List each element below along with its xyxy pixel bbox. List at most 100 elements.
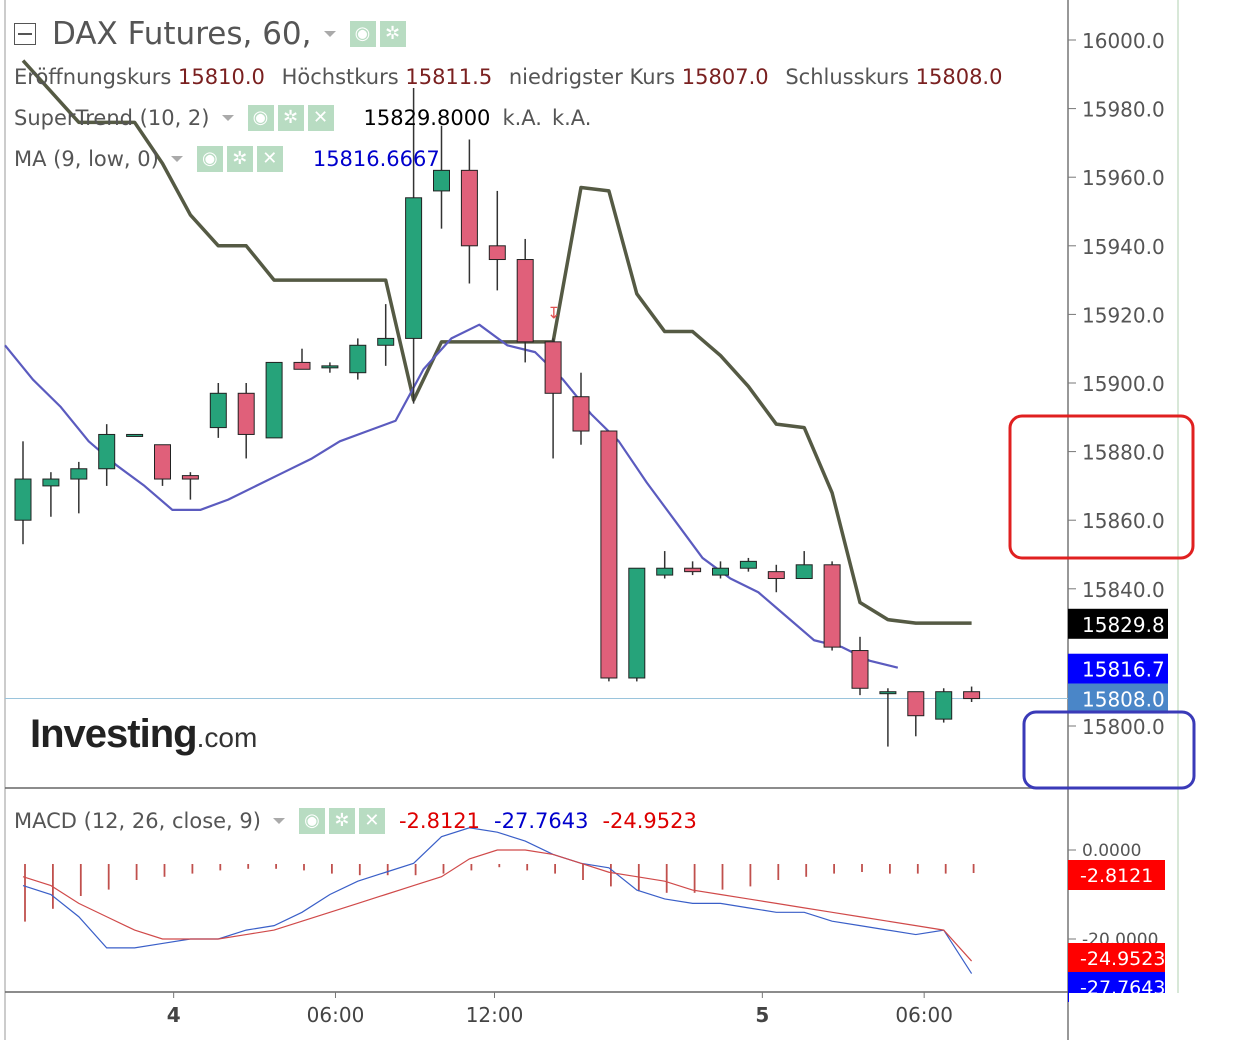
high-label: Höchstkurs — [281, 65, 399, 89]
gear-icon[interactable]: ✲ — [328, 808, 355, 834]
candle-body — [600, 430, 618, 679]
ma-value: 15816.6667 — [312, 147, 440, 171]
candle-body — [488, 245, 506, 261]
candle-body — [851, 650, 869, 689]
candle-body — [405, 197, 423, 339]
moving-average-line — [4, 323, 899, 669]
close-icon[interactable]: ✕ — [358, 808, 385, 834]
candle-body — [460, 169, 478, 247]
candle-body — [377, 337, 395, 346]
price-tick-label: 15980.0 — [1082, 98, 1165, 122]
price-label-box — [1068, 653, 1168, 684]
chevron-down-icon[interactable] — [221, 115, 234, 121]
eye-icon[interactable]: ◉ — [349, 21, 376, 47]
price-label-text: 15829.8 — [1082, 613, 1165, 637]
ma-label: MA (9, low, 0) — [14, 147, 159, 171]
price-tick-label: 15840.0 — [1082, 578, 1165, 602]
candle-body — [433, 169, 450, 192]
close-label: Schlusskurs — [785, 65, 909, 89]
time-tick-label: 06:00 — [307, 1003, 365, 1027]
candle-body — [154, 444, 171, 480]
candle-body — [126, 433, 144, 437]
open-label: Eröffnungskurs — [14, 65, 172, 89]
ma-legend: MA (9, low, 0) ◉ ✲ ✕ 15816.6667 — [14, 146, 440, 172]
candle-body — [237, 392, 255, 435]
candle-body — [823, 564, 841, 648]
high-value: 15811.5 — [405, 65, 493, 89]
candle-body — [98, 433, 116, 470]
macd-label-text: -24.9523 — [1080, 948, 1165, 970]
gear-icon[interactable]: ✲ — [226, 146, 253, 172]
candle-body — [293, 361, 311, 370]
supertrend-value: 15829.8000 — [363, 106, 491, 130]
annotation-box-blue — [1022, 710, 1196, 790]
candle-body — [321, 365, 339, 369]
candle-body — [181, 475, 199, 480]
chevron-down-icon[interactable] — [323, 31, 336, 37]
time-tick-label: 4 — [167, 1003, 181, 1027]
supertrend-extra-1: k.A. — [502, 106, 542, 130]
signal-arrow-icon: ↧ — [547, 303, 560, 322]
ohlc-legend: Eröffnungskurs 15810.0 Höchstkurs 15811.… — [14, 65, 1012, 89]
candle-body — [628, 567, 646, 679]
candle-body — [684, 567, 702, 573]
macd-label-box — [1068, 860, 1165, 890]
macd-label: MACD (12, 26, close, 9) — [14, 809, 261, 833]
supertrend-legend: SuperTrend (10, 2) ◉ ✲ ✕ 15829.8000 k.A.… — [14, 105, 591, 131]
eye-icon[interactable]: ◉ — [196, 146, 223, 172]
investing-logo: Investing.com — [30, 712, 257, 757]
candle-body — [209, 392, 227, 429]
candle-body — [795, 564, 813, 580]
price-label-box — [1068, 683, 1168, 714]
time-tick-label: 06:00 — [895, 1003, 953, 1027]
collapse-icon[interactable] — [14, 23, 36, 45]
candles-group — [14, 88, 981, 747]
chart-title: DAX Futures, 60, — [52, 16, 312, 52]
candle-body — [42, 478, 60, 487]
candle-body — [907, 691, 925, 717]
macd-label-box — [1068, 943, 1165, 973]
supertrend-extra-2: k.A. — [551, 106, 592, 130]
gear-icon[interactable]: ✲ — [277, 105, 304, 131]
macd-label-text: -2.8121 — [1080, 865, 1153, 887]
price-label-text: 15816.7 — [1082, 658, 1165, 682]
macd-signal-line — [22, 849, 973, 962]
low-label: niedrigster Kurs — [508, 65, 676, 89]
close-icon[interactable]: ✕ — [307, 105, 334, 131]
low-value: 15807.0 — [681, 65, 769, 89]
logo-suffix: .com — [196, 722, 258, 753]
price-tick-label: 15800.0 — [1082, 715, 1165, 739]
price-tick-label: 15900.0 — [1082, 372, 1165, 396]
eye-icon[interactable]: ◉ — [298, 808, 325, 834]
candle-body — [516, 259, 534, 343]
close-icon[interactable]: ✕ — [256, 146, 283, 172]
chevron-down-icon[interactable] — [272, 818, 285, 824]
candle-body — [879, 691, 897, 695]
open-value: 15810.0 — [178, 65, 265, 89]
price-tick-label: 15940.0 — [1082, 235, 1165, 259]
candle-body — [963, 691, 981, 700]
price-tick-label: 15920.0 — [1082, 303, 1165, 327]
price-tick-label: 16000.0 — [1082, 29, 1165, 53]
axis-mask — [1069, 993, 1179, 1053]
candle-body — [656, 567, 674, 576]
candle-body — [14, 478, 32, 521]
price-tick-label: 15960.0 — [1082, 166, 1165, 190]
time-tick-label: 5 — [755, 1003, 769, 1027]
candle-body — [265, 361, 283, 439]
candle-body — [572, 396, 590, 432]
supertrend-label: SuperTrend (10, 2) — [14, 106, 210, 130]
close-value: 15808.0 — [915, 65, 1003, 89]
candle-body — [70, 468, 88, 480]
macd-signal-value: -24.9523 — [602, 809, 697, 833]
price-label-text: 15808.0 — [1082, 688, 1165, 712]
supertrend-line — [21, 59, 972, 625]
eye-icon[interactable]: ◉ — [247, 105, 274, 131]
gear-icon[interactable]: ✲ — [379, 21, 406, 47]
candle-body — [739, 560, 757, 569]
price-tick-label: 15880.0 — [1082, 441, 1165, 465]
chevron-down-icon[interactable] — [170, 156, 183, 162]
macd-line — [22, 827, 973, 974]
price-tick-label: 15860.0 — [1082, 509, 1165, 533]
